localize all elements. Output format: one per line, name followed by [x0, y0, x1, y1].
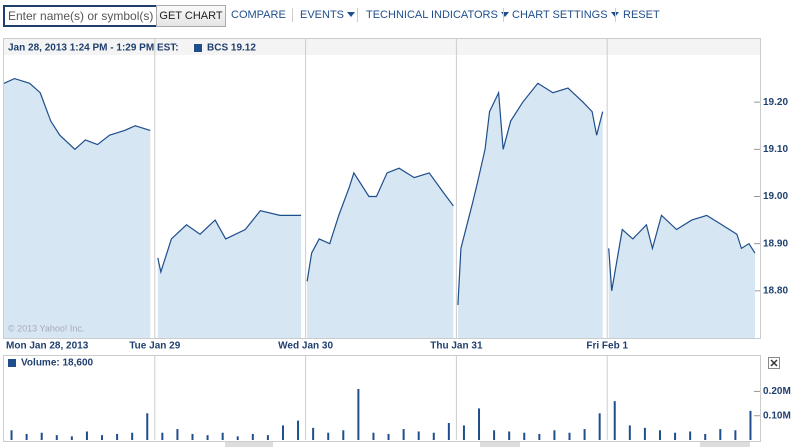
close-icon: [770, 359, 778, 367]
volume-bar: [432, 432, 435, 440]
volume-bar: [749, 410, 752, 440]
indicators-menu[interactable]: TECHNICAL INDICATORS: [366, 9, 509, 21]
volume-bar: [417, 431, 420, 440]
dropdown-arrow: [610, 12, 619, 17]
volume-bar: [523, 432, 526, 440]
volume-bar: [553, 430, 556, 440]
volume-bar: [402, 429, 405, 440]
volume-bar: [266, 435, 269, 440]
volume-bar: [176, 429, 179, 440]
volume-bar: [583, 429, 586, 440]
volume-bar: [734, 430, 737, 440]
volume-panel: [3, 355, 761, 442]
volume-bar: [613, 401, 616, 440]
volume-bar: [85, 431, 88, 440]
dropdown-arrow: [347, 12, 356, 17]
volume-bar: [598, 413, 601, 440]
volume-bar: [508, 431, 511, 440]
header-time: Jan 28, 2013 1:24 PM - 1:29 PM EST:: [8, 43, 179, 54]
separator: [292, 8, 293, 22]
y-tick-label: 18.90: [763, 238, 788, 249]
legend-entry: Volume: 18,600: [21, 358, 94, 369]
scrollbar-segment[interactable]: [225, 442, 273, 447]
settings-menu[interactable]: CHART SETTINGS: [512, 9, 619, 21]
legend-swatch: [194, 44, 202, 52]
volume-bar: [372, 432, 375, 440]
y-tick-label: 0.20M: [763, 386, 791, 397]
volume-bar: [191, 433, 194, 440]
y-tick-label: 18.80: [763, 285, 788, 296]
toolbar: Enter name(s) or symbol(s) GET CHART COM…: [0, 0, 811, 30]
volume-bar: [251, 433, 254, 440]
scrollbar-segment[interactable]: [700, 442, 750, 447]
x-tick-label: Wed Jan 30: [278, 341, 333, 352]
events-menu[interactable]: EVENTS: [300, 9, 356, 21]
volume-bar: [674, 432, 677, 440]
volume-bar: [704, 433, 707, 440]
volume-bar: [221, 432, 224, 440]
volume-bar: [538, 433, 541, 440]
dropdown-arrow: [500, 12, 509, 17]
x-tick-label: Tue Jan 29: [129, 341, 180, 352]
volume-bar: [478, 408, 481, 440]
volume-bar: [206, 435, 209, 440]
volume-bar: [236, 436, 239, 440]
price-line: [3, 77, 756, 306]
volume-bar: [131, 432, 134, 440]
volume-bar: [689, 431, 692, 440]
volume-bar: [719, 429, 722, 440]
watermark: © 2013 Yahoo! Inc.: [8, 323, 84, 333]
y-tick-label: 19.00: [763, 191, 788, 202]
separator: [503, 8, 504, 22]
volume-bar: [25, 433, 28, 440]
price-area: [4, 78, 755, 338]
get-chart-button[interactable]: GET CHART: [156, 5, 226, 27]
scrollbar-segment[interactable]: [480, 442, 520, 447]
x-tick-label: Mon Jan 28, 2013: [6, 341, 89, 352]
separator: [615, 8, 616, 22]
volume-bar: [357, 389, 360, 440]
compare-link[interactable]: COMPARE: [231, 9, 286, 21]
volume-bar: [327, 432, 330, 440]
volume-bar: [387, 433, 390, 440]
volume-bar: [658, 430, 661, 440]
y-tick-label: 19.20: [763, 97, 788, 108]
legend-entry: BCS 19.12: [207, 43, 256, 54]
menu-label: EVENTS: [300, 9, 345, 21]
separator: [357, 8, 358, 22]
volume-bar: [55, 435, 58, 440]
volume-bar: [568, 432, 571, 440]
legend-swatch: [8, 359, 16, 367]
x-tick-label: Thu Jan 31: [430, 341, 483, 352]
volume-bar: [10, 430, 13, 440]
volume-bar: [342, 430, 345, 440]
menu-label: CHART SETTINGS: [512, 9, 608, 21]
volume-bar: [70, 436, 73, 440]
y-tick-label: 19.10: [763, 144, 788, 155]
volume-bar: [297, 420, 300, 440]
volume-bar: [312, 427, 315, 440]
volume-bar: [462, 425, 465, 440]
volume-bar: [628, 425, 631, 440]
volume-bar: [643, 427, 646, 440]
volume-bar: [493, 430, 496, 440]
x-tick-label: Fri Feb 1: [586, 341, 628, 352]
menu-label: TECHNICAL INDICATORS: [366, 9, 498, 21]
volume-bar: [281, 425, 284, 440]
panel-header: [4, 39, 760, 55]
reset-link[interactable]: RESET: [623, 9, 660, 21]
y-tick-label: 0.10M: [763, 410, 791, 421]
volume-bar: [447, 423, 450, 440]
volume-bar: [116, 433, 119, 440]
volume-bar: [146, 413, 149, 440]
volume-bar: [40, 432, 43, 440]
volume-bar: [161, 432, 164, 440]
volume-bar: [101, 435, 104, 440]
